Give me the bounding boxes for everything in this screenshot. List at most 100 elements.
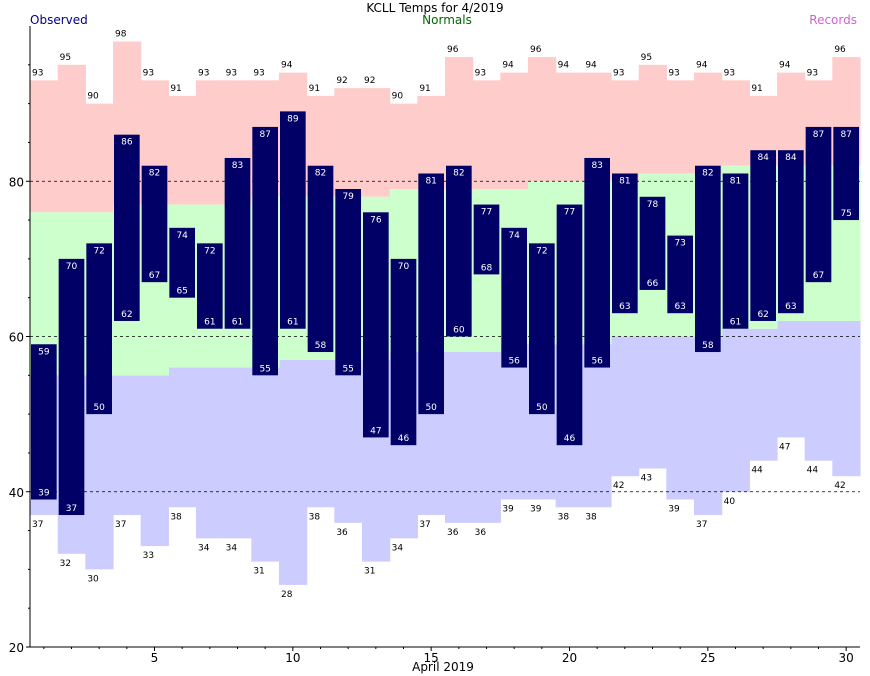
observed-low-label: 50 xyxy=(425,403,437,413)
record-low-label: 32 xyxy=(60,559,71,569)
observed-low-label: 50 xyxy=(93,403,105,413)
observed-high-label: 81 xyxy=(619,176,630,186)
observed-high-label: 89 xyxy=(287,114,299,124)
record-low-label: 37 xyxy=(115,520,126,530)
record-low-label: 31 xyxy=(364,567,375,577)
observed-high-label: 72 xyxy=(204,246,215,256)
observed-high-label: 84 xyxy=(785,153,797,163)
record-low-band xyxy=(749,328,778,461)
x-tick-label: 10 xyxy=(285,651,300,665)
record-high-label: 93 xyxy=(143,68,154,78)
record-low-band xyxy=(832,320,861,477)
y-tick-label: 40 xyxy=(9,486,24,500)
record-high-band xyxy=(389,103,418,190)
observed-bar xyxy=(556,204,583,446)
record-low-label: 47 xyxy=(779,442,790,452)
record-low-label: 44 xyxy=(807,466,819,476)
record-low-label: 33 xyxy=(143,551,154,561)
record-high-label: 94 xyxy=(558,61,570,71)
record-high-band xyxy=(694,72,723,174)
y-tick-label: 60 xyxy=(9,331,24,345)
observed-high-label: 82 xyxy=(702,169,713,179)
observed-low-label: 75 xyxy=(840,209,851,219)
record-high-band xyxy=(500,72,529,190)
record-high-band xyxy=(638,64,667,174)
observed-low-label: 61 xyxy=(287,318,298,328)
record-low-label: 39 xyxy=(530,505,542,515)
record-low-band xyxy=(804,320,833,461)
y-tick-label: 20 xyxy=(9,641,24,655)
record-low-label: 30 xyxy=(87,574,99,584)
observed-high-label: 77 xyxy=(564,208,575,218)
record-low-label: 40 xyxy=(724,497,736,507)
observed-bar xyxy=(58,258,85,516)
x-tick-label: 20 xyxy=(562,651,577,665)
observed-high-label: 82 xyxy=(149,169,160,179)
record-high-band xyxy=(528,57,557,182)
observed-high-label: 81 xyxy=(425,176,436,186)
record-high-label: 93 xyxy=(253,68,264,78)
record-low-label: 43 xyxy=(641,473,652,483)
record-high-label: 93 xyxy=(198,68,209,78)
record-low-label: 39 xyxy=(502,505,514,515)
record-low-label: 37 xyxy=(32,520,43,530)
observed-bar xyxy=(418,173,444,415)
observed-high-label: 78 xyxy=(647,200,659,210)
record-high-band xyxy=(168,95,197,205)
record-low-band xyxy=(638,336,667,469)
observed-legend-label: Observed xyxy=(30,13,88,27)
record-high-label: 90 xyxy=(392,92,404,102)
x-tick-label: 5 xyxy=(151,651,159,665)
observed-high-label: 82 xyxy=(453,169,464,179)
observed-high-label: 74 xyxy=(176,231,188,241)
record-low-label: 34 xyxy=(392,543,404,553)
record-low-label: 34 xyxy=(198,543,210,553)
observed-low-label: 39 xyxy=(38,489,50,499)
record-high-label: 91 xyxy=(419,84,430,94)
record-low-label: 36 xyxy=(447,528,459,538)
record-high-label: 91 xyxy=(309,84,320,94)
observed-low-label: 61 xyxy=(232,318,243,328)
observed-bar xyxy=(169,227,195,298)
observed-low-label: 61 xyxy=(204,318,215,328)
record-high-label: 93 xyxy=(613,68,624,78)
observed-bar xyxy=(197,243,223,329)
observed-low-label: 68 xyxy=(481,263,493,273)
observed-bar xyxy=(833,126,859,221)
observed-high-label: 87 xyxy=(259,130,270,140)
record-high-label: 93 xyxy=(807,68,818,78)
observed-low-label: 46 xyxy=(398,434,410,444)
observed-high-label: 59 xyxy=(38,347,50,357)
record-high-label: 92 xyxy=(336,76,347,86)
record-high-band xyxy=(472,80,501,190)
record-high-label: 95 xyxy=(641,53,652,63)
record-low-label: 42 xyxy=(834,481,845,491)
record-label-layer: 93 37 95 32 90 30 98 37 93 33 91 38 93 34 93 34 93 31 94 28… xyxy=(32,30,846,600)
record-high-band xyxy=(362,88,391,197)
observed-high-label: 86 xyxy=(121,138,133,148)
observed-low-label: 63 xyxy=(619,302,630,312)
record-high-label: 93 xyxy=(668,68,679,78)
observed-high-label: 79 xyxy=(342,192,354,202)
observed-low-label: 60 xyxy=(453,326,465,336)
observed-low-label: 62 xyxy=(757,310,768,320)
record-high-label: 95 xyxy=(60,53,71,63)
x-axis-label: April 2019 xyxy=(412,660,474,674)
observed-low-label: 66 xyxy=(647,279,659,289)
observed-low-label: 62 xyxy=(121,310,132,320)
x-tick-label: 30 xyxy=(839,651,854,665)
record-low-label: 44 xyxy=(751,466,763,476)
record-high-label: 96 xyxy=(530,45,542,55)
record-low-band xyxy=(223,367,252,539)
record-high-label: 91 xyxy=(170,84,181,94)
record-low-band xyxy=(611,336,640,477)
observed-low-label: 65 xyxy=(176,287,187,297)
observed-bar xyxy=(529,243,555,415)
record-high-label: 96 xyxy=(834,45,846,55)
record-high-label: 93 xyxy=(226,68,237,78)
observed-low-label: 47 xyxy=(370,426,381,436)
observed-high-label: 87 xyxy=(813,130,824,140)
observed-high-label: 83 xyxy=(591,161,602,171)
y-tick-label: 80 xyxy=(9,175,24,189)
